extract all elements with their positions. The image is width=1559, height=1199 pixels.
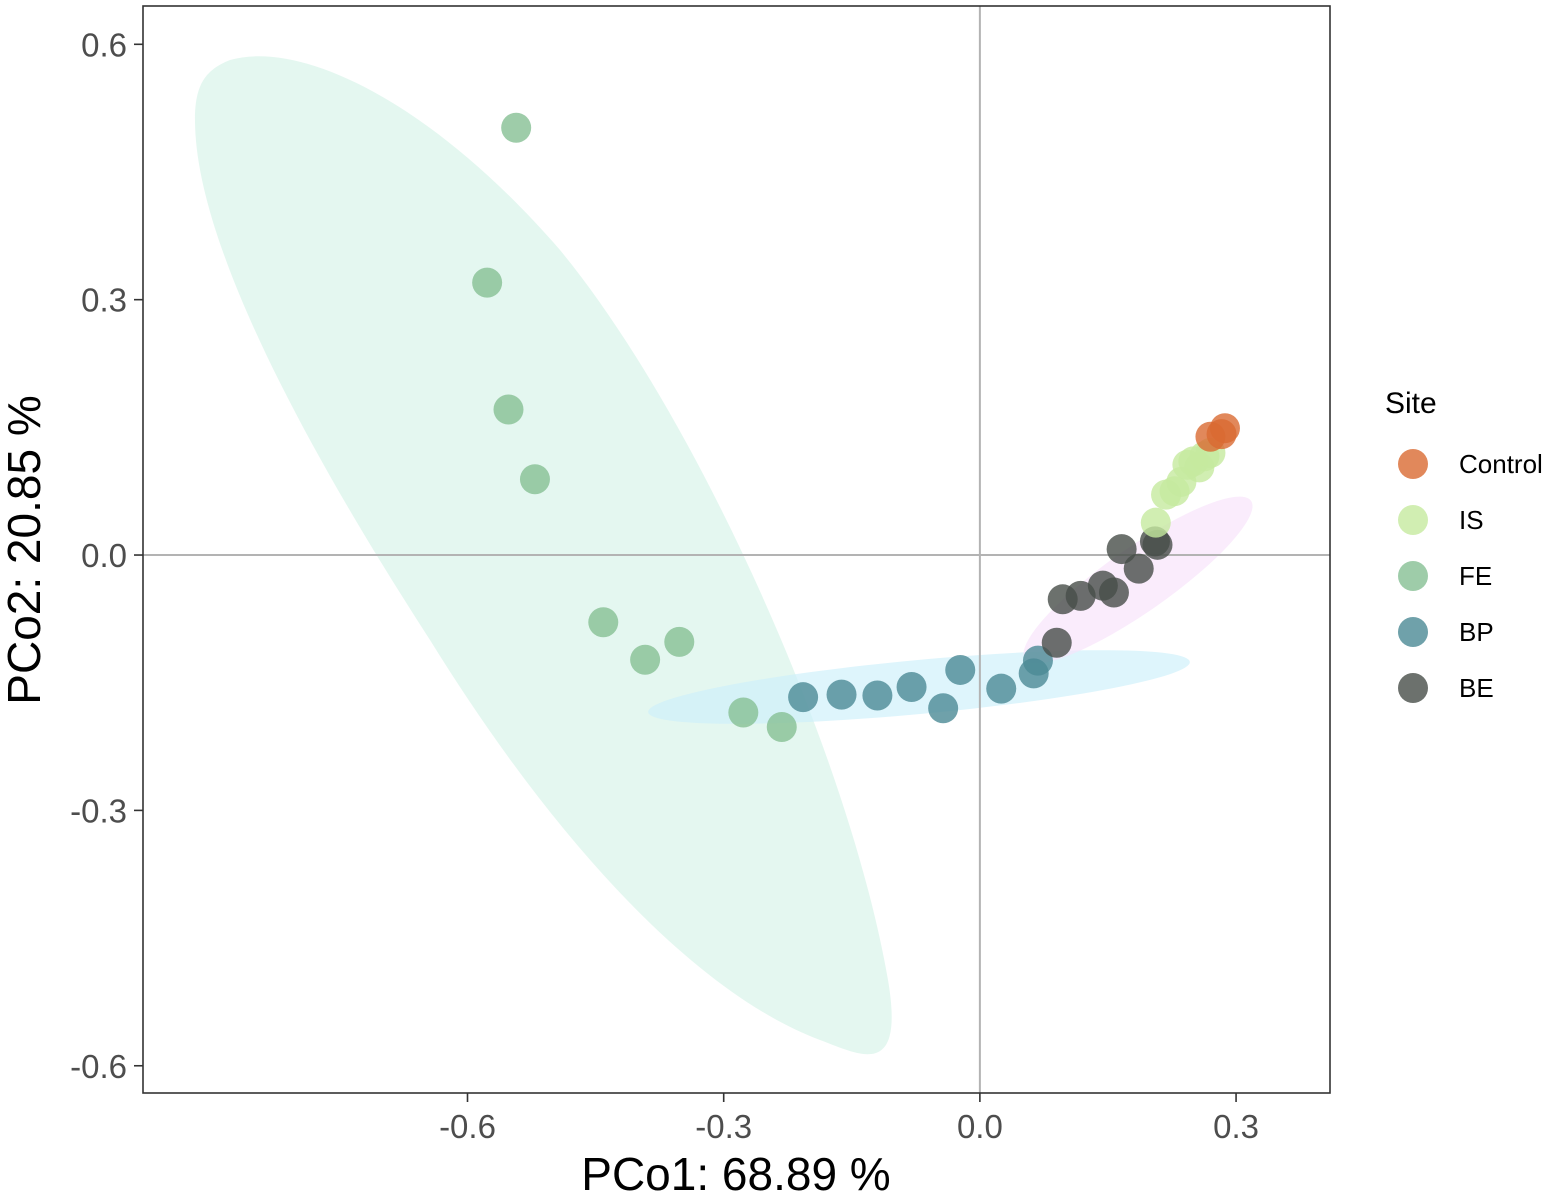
point-is-1 [1140,507,1171,538]
y-tick-label: -0.3 [70,792,127,829]
point-fe-9 [766,711,797,742]
point-be-1 [1041,627,1072,658]
point-fe-3 [493,394,524,425]
point-fe-8 [728,697,759,728]
y-tick-label: 0.3 [81,282,127,319]
legend-label-control: Control [1459,449,1543,479]
y-axis-title: PCo2: 20.85 % [0,395,50,704]
y-tick-label: 0.6 [81,26,127,63]
point-bp-5 [928,693,959,724]
legend-key-fe [1398,561,1428,591]
point-be-6 [1106,534,1137,565]
point-bp-1 [788,682,819,713]
x-tick-label: 0.0 [957,1108,1003,1145]
point-control-3 [1209,413,1240,444]
data-points [472,112,1240,742]
point-bp-2 [826,679,857,710]
point-bp-7 [986,673,1017,704]
point-bp-9 [1022,645,1053,676]
x-tick-label: -0.6 [439,1108,496,1145]
point-fe-6 [630,644,661,675]
legend-label-is: IS [1459,505,1484,535]
point-fe-2 [472,267,503,298]
point-fe-1 [501,112,532,143]
legend-key-control [1398,449,1428,479]
legend-label-fe: FE [1459,561,1492,591]
legend-title: Site [1385,387,1437,420]
y-tick-label: 0.0 [81,537,127,574]
point-be-7 [1123,553,1154,584]
point-bp-3 [862,680,893,711]
point-bp-6 [945,654,976,685]
y-tick-label: -0.6 [70,1048,127,1085]
legend-label-bp: BP [1459,617,1494,647]
legend-label-be: BE [1459,673,1494,703]
plot-panel-border [142,5,1331,1094]
x-tick-label: -0.3 [695,1108,752,1145]
legend-key-is [1398,505,1428,535]
point-be-9 [1142,529,1173,560]
x-tick-label: 0.3 [1213,1108,1259,1145]
point-fe-7 [664,626,695,657]
axis-ticks: -0.6 -0.3 0.0 0.3 -0.6 -0.3 0.0 0.3 0.6 [70,26,1259,1145]
x-axis-title: PCo1: 68.89 % [581,1148,890,1199]
point-bp-4 [896,671,927,702]
point-be-5 [1098,577,1129,608]
legend: Site Control IS FE BP BE [1385,387,1543,703]
point-fe-5 [588,607,619,638]
legend-key-be [1398,673,1428,703]
legend-key-bp [1398,617,1428,647]
point-fe-4 [519,464,550,495]
